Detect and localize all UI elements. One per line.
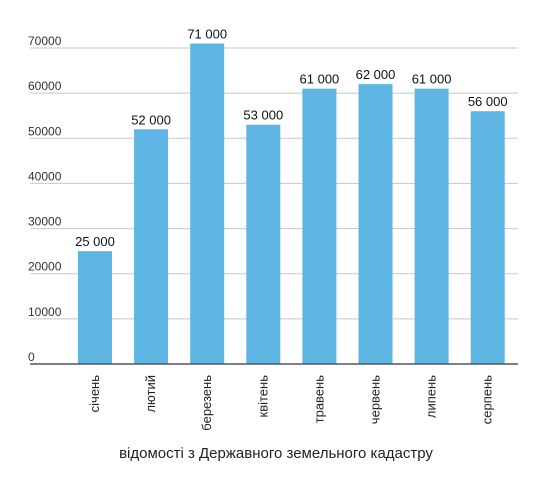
x-tick-label: березень xyxy=(199,375,214,431)
bar xyxy=(134,129,169,364)
x-tick-label: травень xyxy=(311,375,326,424)
data-label: 56 000 xyxy=(468,94,508,109)
y-tick-label: 70000 xyxy=(28,34,62,48)
bar xyxy=(302,88,337,364)
x-axis-tick-labels: січень лютий березень квітень травень червень… xyxy=(87,375,495,431)
bar xyxy=(358,84,393,364)
y-tick-label: 40000 xyxy=(28,169,62,183)
data-label: 62 000 xyxy=(356,67,396,82)
x-tick-label: квітень xyxy=(255,375,270,418)
y-tick-label: 0 xyxy=(28,350,35,364)
y-tick-label: 10000 xyxy=(28,305,62,319)
x-tick-label: липень xyxy=(424,375,439,418)
bars xyxy=(78,43,505,364)
data-label: 61 000 xyxy=(412,72,452,87)
bar xyxy=(190,43,225,364)
x-tick-label: лютий xyxy=(143,375,158,413)
x-tick-label: серпень xyxy=(480,375,495,424)
y-tick-label: 20000 xyxy=(28,260,62,274)
data-label: 52 000 xyxy=(131,112,171,127)
bar xyxy=(78,251,112,364)
x-tick-label: січень xyxy=(87,375,102,413)
data-label: 25 000 xyxy=(75,234,115,249)
data-label: 53 000 xyxy=(243,108,283,123)
bar xyxy=(246,124,281,364)
y-tick-label: 50000 xyxy=(28,124,62,138)
x-tick-label: червень xyxy=(368,375,383,424)
data-label: 61 000 xyxy=(300,72,340,87)
y-tick-label: 60000 xyxy=(28,79,62,93)
x-axis-title: відомості з Державного земельного кадаст… xyxy=(119,445,433,462)
y-tick-label: 30000 xyxy=(28,215,62,229)
bar xyxy=(414,88,449,364)
data-label: 71 000 xyxy=(187,26,227,41)
y-axis-tick-labels: 0 10000 20000 30000 40000 50000 60000 70000 xyxy=(28,34,62,364)
data-labels: 25 000 52 000 71 000 53 000 61 000 62 000 61 0… xyxy=(75,26,507,249)
bar xyxy=(470,111,505,364)
